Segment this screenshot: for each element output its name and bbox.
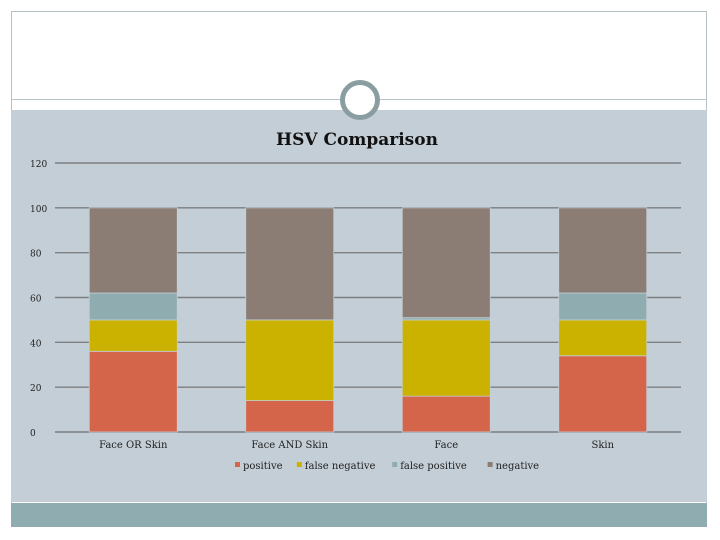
y-tick-label: 20 bbox=[30, 384, 42, 394]
bar-segment bbox=[558, 207, 648, 294]
y-tick-label: 0 bbox=[30, 429, 36, 439]
bar-segment bbox=[401, 207, 491, 319]
x-tick-label: Face AND Skin bbox=[251, 440, 328, 451]
bar-segment bbox=[558, 355, 648, 433]
y-tick-label: 40 bbox=[30, 339, 42, 349]
legend-label: positive bbox=[243, 461, 283, 472]
y-axis-ticks: 0 20 40 60 80 100 120 bbox=[30, 160, 47, 439]
y-tick-label: 120 bbox=[30, 160, 47, 170]
y-tick-label: 100 bbox=[30, 205, 47, 215]
bar-segment bbox=[245, 207, 335, 321]
bar-segment bbox=[245, 400, 335, 433]
bar-segment bbox=[558, 292, 648, 321]
bar-segment bbox=[245, 319, 335, 402]
x-axis-ticks: Face OR Skin Face AND Skin Face Skin bbox=[99, 440, 615, 451]
bar-segment bbox=[88, 292, 178, 321]
chart-title: HSV Comparison bbox=[276, 130, 438, 150]
footer-band bbox=[11, 503, 707, 527]
legend-label: false negative bbox=[305, 461, 376, 472]
legend-swatch bbox=[235, 462, 240, 467]
bar-segment bbox=[88, 350, 178, 433]
divider-ring-ornament bbox=[340, 80, 380, 120]
legend-swatch bbox=[392, 462, 398, 467]
bar-segment bbox=[558, 319, 648, 357]
legend: positive false negative false positive nega… bbox=[235, 461, 539, 472]
legend-swatch bbox=[296, 462, 302, 467]
bar-segment bbox=[88, 319, 178, 352]
bar-segment bbox=[88, 207, 178, 294]
bars bbox=[88, 207, 648, 433]
x-tick-label: Face OR Skin bbox=[99, 440, 168, 451]
legend-label: negative bbox=[496, 461, 540, 472]
legend-label: false positive bbox=[400, 461, 467, 472]
x-tick-label: Face bbox=[434, 440, 458, 451]
bar-segment bbox=[401, 319, 491, 397]
legend-swatch bbox=[487, 462, 493, 467]
y-tick-label: 80 bbox=[30, 250, 42, 260]
y-tick-label: 60 bbox=[30, 295, 42, 305]
x-tick-label: Skin bbox=[591, 440, 614, 451]
bar-segment bbox=[401, 395, 491, 433]
